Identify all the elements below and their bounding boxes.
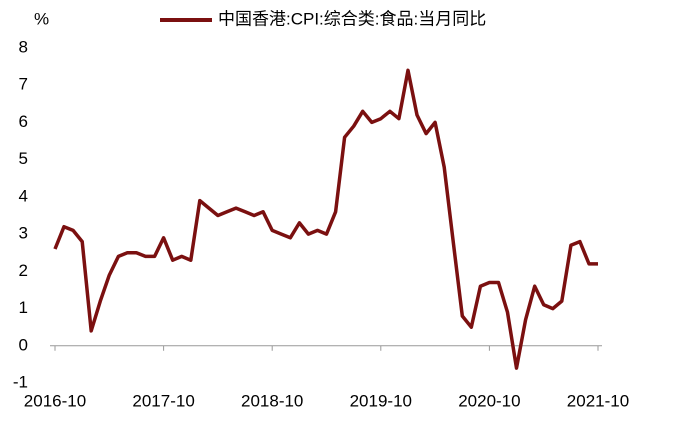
x-tick-label: 2017-10 xyxy=(132,391,194,410)
x-tick-label: 2021-10 xyxy=(567,391,629,410)
x-tick-label: 2018-10 xyxy=(241,391,303,410)
x-tick-label: 2019-10 xyxy=(350,391,412,410)
x-tick-label: 2020-10 xyxy=(458,391,520,410)
y-tick-label: -1 xyxy=(13,372,28,391)
y-tick-label: 2 xyxy=(19,261,28,280)
y-tick-label: 4 xyxy=(19,186,28,205)
x-tick-label: 2016-10 xyxy=(24,391,86,410)
y-tick-label: 1 xyxy=(19,298,28,317)
y-tick-label: 6 xyxy=(19,112,28,131)
y-tick-label: 0 xyxy=(19,335,28,354)
y-tick-label: 5 xyxy=(19,149,28,168)
y-unit: % xyxy=(34,9,49,28)
y-tick-label: 7 xyxy=(19,75,28,94)
y-tick-label: 8 xyxy=(19,37,28,56)
y-tick-label: 3 xyxy=(19,224,28,243)
legend-label: 中国香港:CPI:综合类:食品:当月同比 xyxy=(218,9,486,28)
data-line xyxy=(53,68,598,370)
